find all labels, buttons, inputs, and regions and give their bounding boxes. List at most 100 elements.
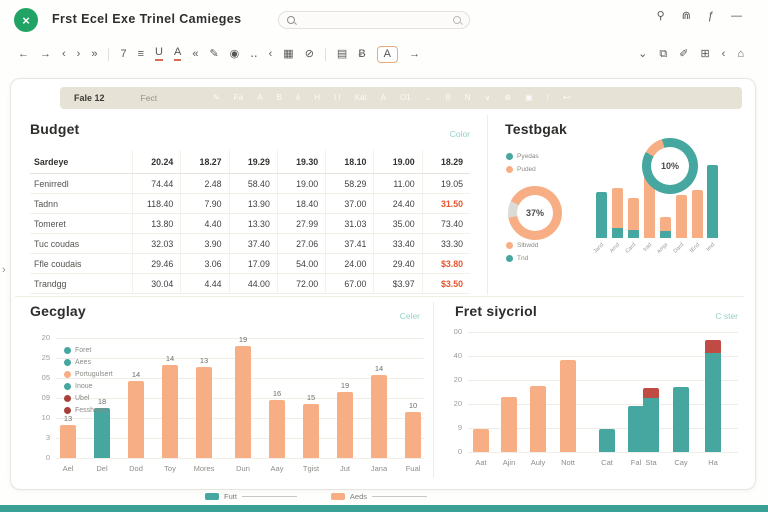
table-cell[interactable]: 72.00 bbox=[277, 274, 325, 293]
gecglay-bar[interactable] bbox=[162, 365, 178, 458]
sidebar-expand-icon[interactable]: › bbox=[2, 264, 6, 276]
table-cell[interactable]: 2.48 bbox=[180, 174, 228, 193]
gecglay-bar[interactable] bbox=[269, 400, 285, 458]
table-cell[interactable]: 17.09 bbox=[229, 254, 277, 273]
grid-icon[interactable]: ⊞ bbox=[700, 49, 709, 60]
testbgak-bar[interactable] bbox=[707, 165, 718, 238]
table-cell[interactable]: 73.40 bbox=[422, 214, 470, 233]
gecglay-bar[interactable] bbox=[405, 412, 421, 458]
table-cell[interactable]: Trandgg bbox=[30, 274, 132, 293]
fret-bar[interactable] bbox=[501, 397, 517, 452]
header-icon[interactable]: H bbox=[314, 94, 320, 102]
panel-collapse-icon[interactable]: ‹ bbox=[722, 49, 726, 60]
fret-cster-link[interactable]: C ster bbox=[690, 311, 738, 321]
table-cell[interactable]: 32.03 bbox=[132, 234, 180, 253]
insert-icon[interactable]: ⊕ bbox=[504, 94, 511, 102]
table-cell[interactable]: 13.30 bbox=[229, 214, 277, 233]
layout-icon[interactable]: ▤ bbox=[337, 49, 347, 60]
table-cell[interactable]: $3.97 bbox=[373, 274, 421, 293]
column-header[interactable]: 18.27 bbox=[180, 150, 228, 173]
edit-icon[interactable]: ✎ bbox=[213, 94, 220, 102]
table-cell[interactable]: 58.29 bbox=[325, 174, 373, 193]
table-cell[interactable]: 35.00 bbox=[373, 214, 421, 233]
link-icon[interactable]: ⊷ bbox=[563, 94, 571, 102]
cell-style-icon[interactable]: ▣ bbox=[525, 94, 533, 102]
table-cell[interactable]: 27.06 bbox=[277, 234, 325, 253]
fret-bar[interactable] bbox=[530, 386, 546, 452]
fret-bar[interactable] bbox=[673, 387, 689, 452]
nav-prev-icon[interactable]: ‹ bbox=[62, 49, 66, 60]
minimize-icon[interactable]: — bbox=[731, 11, 742, 22]
dropdown-icon[interactable]: ⌄ bbox=[425, 94, 432, 102]
font-style-label[interactable]: Fect bbox=[141, 93, 158, 103]
testbgak-bar[interactable] bbox=[676, 195, 687, 238]
fret-bar[interactable] bbox=[599, 429, 615, 452]
columns-icon[interactable]: I I bbox=[334, 94, 341, 102]
table-cell[interactable]: Fenirredl bbox=[30, 174, 132, 193]
table-cell[interactable]: 24.00 bbox=[325, 254, 373, 273]
copy-icon[interactable]: ⧉ bbox=[659, 49, 667, 60]
table-cell[interactable]: 3.90 bbox=[180, 234, 228, 253]
accent-icon[interactable]: á bbox=[296, 94, 300, 102]
table-cell[interactable]: $3.50 bbox=[422, 274, 470, 293]
table-cell[interactable]: Tomeret bbox=[30, 214, 132, 233]
scribble-icon[interactable]: 7 bbox=[120, 49, 126, 60]
column-header[interactable]: Sardeye bbox=[30, 150, 132, 173]
table-cell[interactable]: 37.00 bbox=[325, 194, 373, 213]
table-cell[interactable]: 118.40 bbox=[132, 194, 180, 213]
home-icon[interactable]: ⌂ bbox=[737, 49, 744, 60]
testbgak-bar[interactable] bbox=[612, 228, 623, 238]
table-cell[interactable]: 29.46 bbox=[132, 254, 180, 273]
table-cell[interactable]: 29.40 bbox=[373, 254, 421, 273]
fret-bar[interactable] bbox=[643, 398, 659, 452]
outdent-icon[interactable]: « bbox=[192, 49, 198, 60]
table-cell[interactable]: 67.00 bbox=[325, 274, 373, 293]
table-cell[interactable]: 7.90 bbox=[180, 194, 228, 213]
fret-bar[interactable] bbox=[705, 353, 721, 452]
more-icon[interactable]: ‥ bbox=[250, 49, 257, 60]
table-cell[interactable]: 27.99 bbox=[277, 214, 325, 233]
attach-icon[interactable]: ⊘ bbox=[305, 49, 314, 60]
forward-icon[interactable]: → bbox=[40, 49, 51, 60]
table-cell[interactable]: 54.00 bbox=[277, 254, 325, 273]
merge-icon[interactable]: N bbox=[465, 94, 471, 102]
column-header[interactable]: 19.00 bbox=[373, 150, 421, 173]
table-cell[interactable]: 74.44 bbox=[132, 174, 180, 193]
column-header[interactable]: 18.10 bbox=[325, 150, 373, 173]
budget-color-link[interactable]: Color bbox=[420, 129, 470, 139]
style-icon[interactable]: Kat bbox=[355, 94, 367, 102]
testbgak-bar[interactable] bbox=[660, 217, 671, 231]
slash-icon[interactable]: / bbox=[547, 94, 549, 102]
collapse-icon[interactable]: ‹ bbox=[269, 49, 273, 60]
table-cell[interactable]: Tadnn bbox=[30, 194, 132, 213]
font-size-icon[interactable]: A bbox=[257, 94, 262, 102]
font-icon[interactable]: Fa bbox=[234, 94, 243, 102]
column-header[interactable]: 20.24 bbox=[132, 150, 180, 173]
gecglay-bar[interactable] bbox=[60, 425, 76, 458]
fret-bar[interactable] bbox=[473, 429, 489, 452]
table-cell[interactable]: 37.41 bbox=[325, 234, 373, 253]
table-cell[interactable]: 13.80 bbox=[132, 214, 180, 233]
testbgak-bar[interactable] bbox=[628, 230, 639, 238]
gecglay-bar[interactable] bbox=[371, 375, 387, 458]
table-cell[interactable]: 19.05 bbox=[422, 174, 470, 193]
fret-bar-cap[interactable] bbox=[705, 340, 721, 353]
share-icon[interactable]: ⋒ bbox=[682, 11, 691, 22]
table-cell[interactable]: 4.40 bbox=[180, 214, 228, 233]
fret-bar[interactable] bbox=[628, 406, 644, 452]
pencil-icon[interactable]: ✎ bbox=[209, 49, 218, 60]
table-cell[interactable]: 44.00 bbox=[229, 274, 277, 293]
testbgak-bar[interactable] bbox=[596, 192, 607, 238]
table-icon[interactable]: ▦ bbox=[283, 49, 293, 60]
table-cell[interactable]: 18.40 bbox=[277, 194, 325, 213]
table-cell[interactable]: 30.04 bbox=[132, 274, 180, 293]
testbgak-bar[interactable] bbox=[628, 198, 639, 230]
table-cell[interactable]: Ffle coudais bbox=[30, 254, 132, 273]
table-cell[interactable]: 13.90 bbox=[229, 194, 277, 213]
testbgak-bar[interactable] bbox=[660, 231, 671, 238]
borders-icon[interactable]: B bbox=[445, 94, 450, 102]
fret-bar[interactable] bbox=[560, 360, 576, 452]
gecglay-bar[interactable] bbox=[303, 404, 319, 458]
table-cell[interactable]: 3.06 bbox=[180, 254, 228, 273]
table-cell[interactable]: 58.40 bbox=[229, 174, 277, 193]
